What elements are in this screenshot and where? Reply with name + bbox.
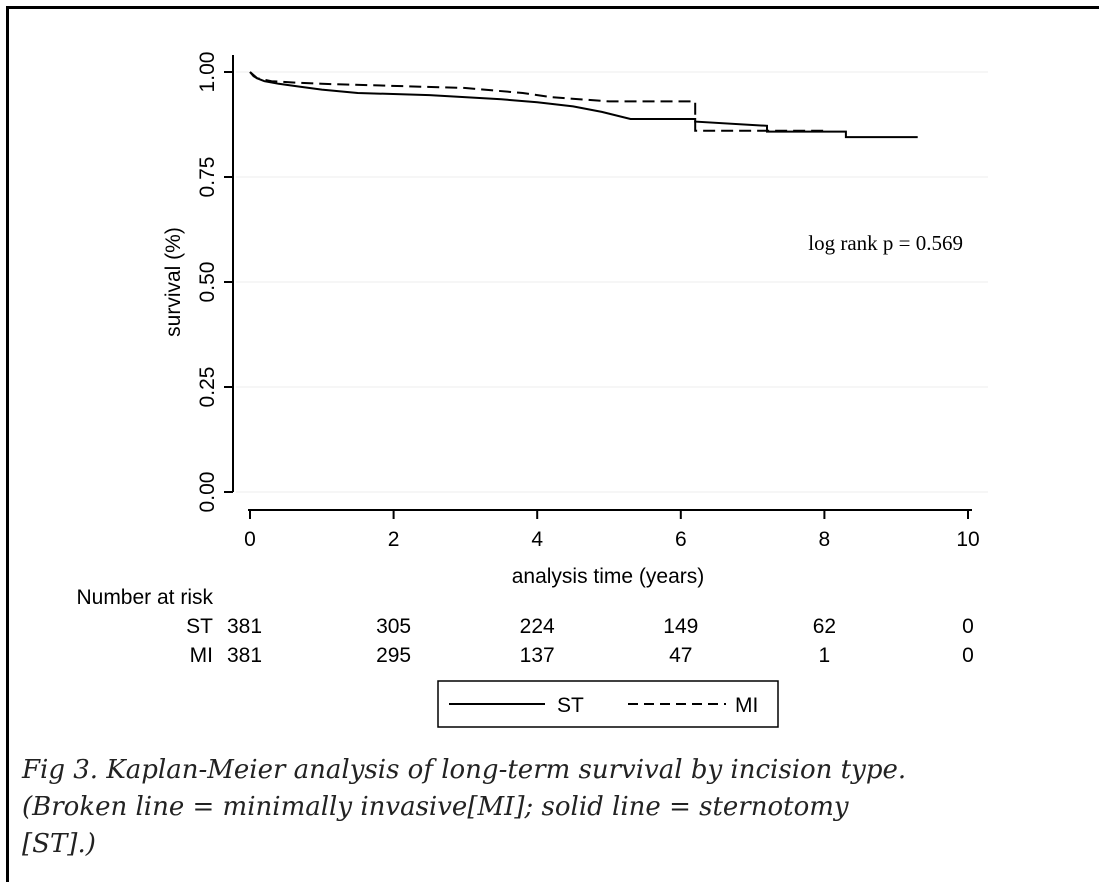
logrank-annotation: log rank p = 0.569 <box>808 231 963 255</box>
x-ticks: 0 2 4 6 8 10 <box>244 510 980 551</box>
risk-value-st-4: 224 <box>520 615 555 638</box>
y-tick-label-1: 0.25 <box>196 367 219 408</box>
caption-line-2: (Broken line = minimally invasive[MI]; s… <box>22 792 849 822</box>
series-line-st <box>249 71 918 139</box>
risk-row-label-mi: MI <box>190 644 213 667</box>
caption-line-3: [ST].) <box>22 829 96 859</box>
risk-value-mi-4: 137 <box>520 644 555 667</box>
y-tick-label-0: 0.00 <box>196 472 219 513</box>
legend-label-mi: MI <box>735 694 758 717</box>
risk-value-mi-10: 0 <box>962 644 974 667</box>
y-ticks: 0.00 0.25 0.50 0.75 1.00 <box>196 52 233 513</box>
risk-value-st-2: 305 <box>376 615 411 638</box>
risk-value-st-6: 149 <box>663 615 698 638</box>
y-tick-label-3: 0.75 <box>196 157 219 198</box>
figure-caption: Fig 3. Kaplan-Meier analysis of long-ter… <box>22 752 1082 863</box>
x-tick-label-2: 4 <box>531 528 543 551</box>
legend-label-st: ST <box>557 694 584 717</box>
risk-values: 381 305 224 149 62 0 381 295 137 47 1 0 <box>227 615 974 667</box>
risk-value-st-10: 0 <box>962 615 974 638</box>
x-tick-label-4: 8 <box>819 528 831 551</box>
y-tick-label-2: 0.50 <box>196 262 219 303</box>
x-tick-label-1: 2 <box>388 528 400 551</box>
risk-value-st-8: 62 <box>813 615 836 638</box>
x-tick-label-0: 0 <box>244 528 256 551</box>
y-axis-label: survival (%) <box>162 227 185 337</box>
risk-table-title: Number at risk <box>76 586 213 609</box>
caption-line-1: Fig 3. Kaplan-Meier analysis of long-ter… <box>22 755 907 785</box>
series-line-mi <box>249 71 825 132</box>
figure-frame <box>6 6 1099 882</box>
x-tick-label-3: 6 <box>675 528 687 551</box>
risk-row-label-st: ST <box>186 615 213 638</box>
x-tick-label-5: 10 <box>956 528 979 551</box>
risk-value-mi-0: 381 <box>227 644 262 667</box>
risk-value-mi-6: 47 <box>669 644 692 667</box>
grid-lines <box>236 71 988 493</box>
y-tick-label-4: 1.00 <box>196 52 219 93</box>
x-axis-label: analysis time (years) <box>512 565 705 588</box>
series-layer <box>249 71 918 139</box>
legend: ST MI <box>437 680 779 728</box>
risk-value-mi-8: 1 <box>819 644 831 667</box>
risk-value-mi-2: 295 <box>376 644 411 667</box>
risk-value-st-0: 381 <box>227 615 262 638</box>
